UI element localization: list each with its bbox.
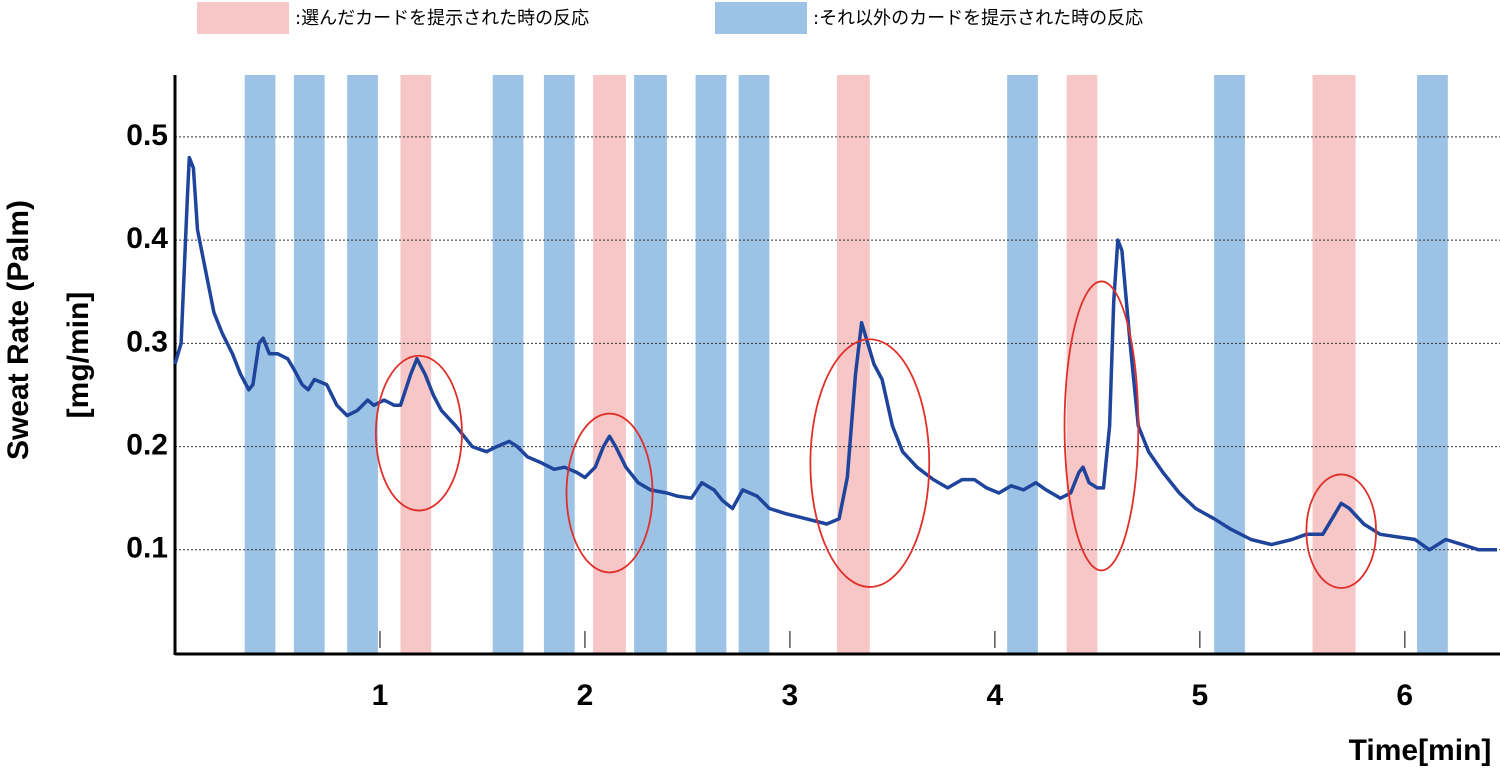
band — [1312, 75, 1356, 653]
y-axis-title: [mg/min] — [62, 292, 95, 419]
x-tick-label: 2 — [577, 679, 594, 712]
legend-swatch — [197, 2, 289, 34]
y-tick-label: 0.4 — [126, 222, 168, 255]
y-tick-label: 0.1 — [126, 532, 168, 565]
band — [244, 75, 276, 653]
band — [1214, 75, 1245, 653]
x-tick-label: 5 — [1191, 679, 1208, 712]
band — [695, 75, 727, 653]
x-tick-label: 4 — [987, 679, 1004, 712]
x-tick-label: 3 — [782, 679, 799, 712]
highlight-ellipse — [565, 412, 654, 574]
legend-swatch — [715, 2, 807, 34]
x-axis-title: Time[min] — [1349, 734, 1492, 767]
band — [1417, 75, 1448, 653]
x-tick-label: 1 — [372, 679, 389, 712]
data-line — [173, 155, 1497, 552]
band — [293, 75, 325, 653]
band — [543, 75, 575, 653]
highlight-ellipse — [1063, 280, 1140, 572]
highlight-ellipse — [1305, 473, 1377, 589]
x-tick-label: 6 — [1396, 679, 1413, 712]
y-tick-label: 0.2 — [126, 428, 168, 461]
y-tick-label: 0.3 — [126, 325, 168, 358]
y-axis-title: Sweat Rate (Palm) — [2, 200, 35, 460]
band — [492, 75, 524, 653]
highlight-ellipse — [374, 354, 463, 512]
band — [1066, 75, 1098, 653]
legend-label: :それ以外のカードを提示された時の反応 — [813, 8, 1143, 29]
band — [347, 75, 378, 653]
legend-label: :選んだカードを提示された時の反応 — [295, 8, 589, 29]
y-tick-label: 0.5 — [126, 119, 168, 152]
band — [1007, 75, 1038, 653]
band — [593, 75, 626, 653]
highlight-ellipse — [809, 338, 931, 588]
band — [738, 75, 770, 653]
band — [634, 75, 667, 653]
band — [837, 75, 870, 653]
